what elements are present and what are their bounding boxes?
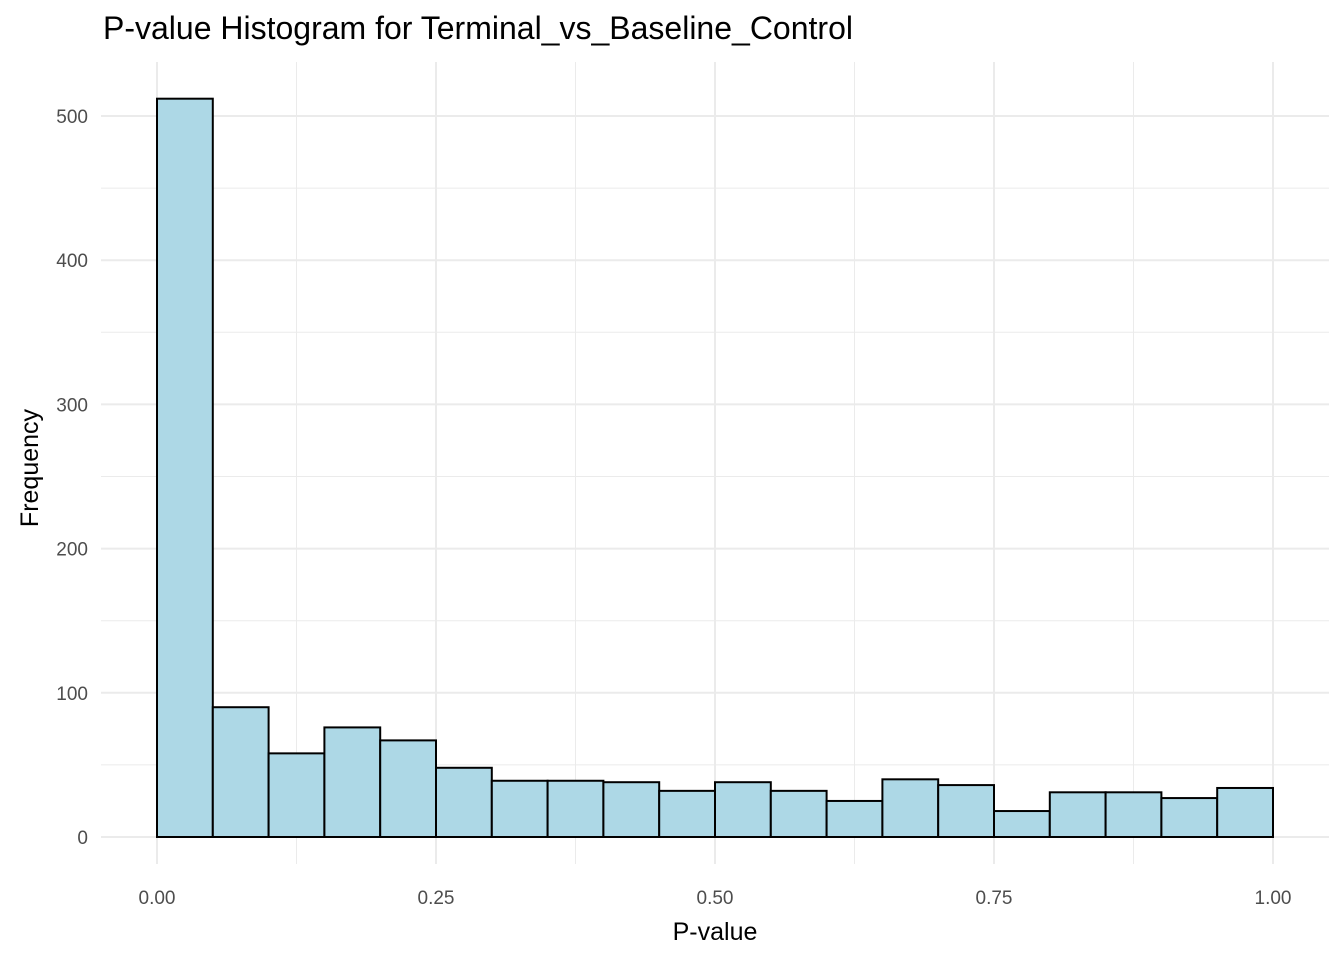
histogram-bar — [1216, 786, 1274, 838]
histogram-bar — [323, 726, 382, 839]
y-tick-label: 400 — [56, 251, 88, 272]
histogram-bar — [602, 781, 661, 838]
histogram-bar — [1160, 797, 1219, 838]
histogram-bar — [769, 789, 828, 839]
x-axis-ticks: 0.00 0.25 0.50 0.75 1.00 — [139, 888, 1292, 909]
bars-layer — [156, 97, 1274, 839]
chart-title: P-value Histogram for Terminal_vs_Baseli… — [103, 10, 853, 46]
x-tick-label: 0.75 — [976, 888, 1013, 909]
histogram-bar — [993, 810, 1051, 839]
grid-layer — [101, 62, 1329, 864]
x-tick-label: 1.00 — [1255, 888, 1292, 909]
histogram-bar — [825, 799, 884, 839]
histogram-bar — [490, 779, 549, 839]
y-axis-title: Frequency — [16, 408, 44, 527]
y-tick-label: 300 — [56, 395, 88, 416]
histogram-bar — [881, 778, 940, 839]
x-tick-label: 0.25 — [418, 888, 455, 909]
histogram-bar — [379, 739, 438, 838]
histogram-bar — [658, 789, 717, 839]
x-tick-label: 0.00 — [139, 888, 176, 909]
y-tick-label: 500 — [56, 107, 88, 128]
histogram-bar — [546, 779, 605, 839]
x-tick-label: 0.50 — [697, 888, 734, 909]
histogram-bar — [714, 781, 772, 838]
histogram-bar — [435, 766, 493, 838]
y-tick-label: 0 — [77, 828, 88, 849]
histogram-bar — [1048, 791, 1107, 838]
y-tick-label: 100 — [56, 684, 88, 705]
histogram-bar — [937, 784, 996, 839]
x-axis-title: P-value — [673, 918, 758, 946]
y-tick-label: 200 — [56, 540, 88, 561]
histogram-bar — [267, 752, 326, 839]
histogram-bar — [1104, 791, 1163, 838]
histogram-bar — [156, 97, 214, 839]
histogram-bar — [211, 706, 270, 838]
y-axis-ticks: 0 100 200 300 400 500 — [56, 107, 88, 849]
